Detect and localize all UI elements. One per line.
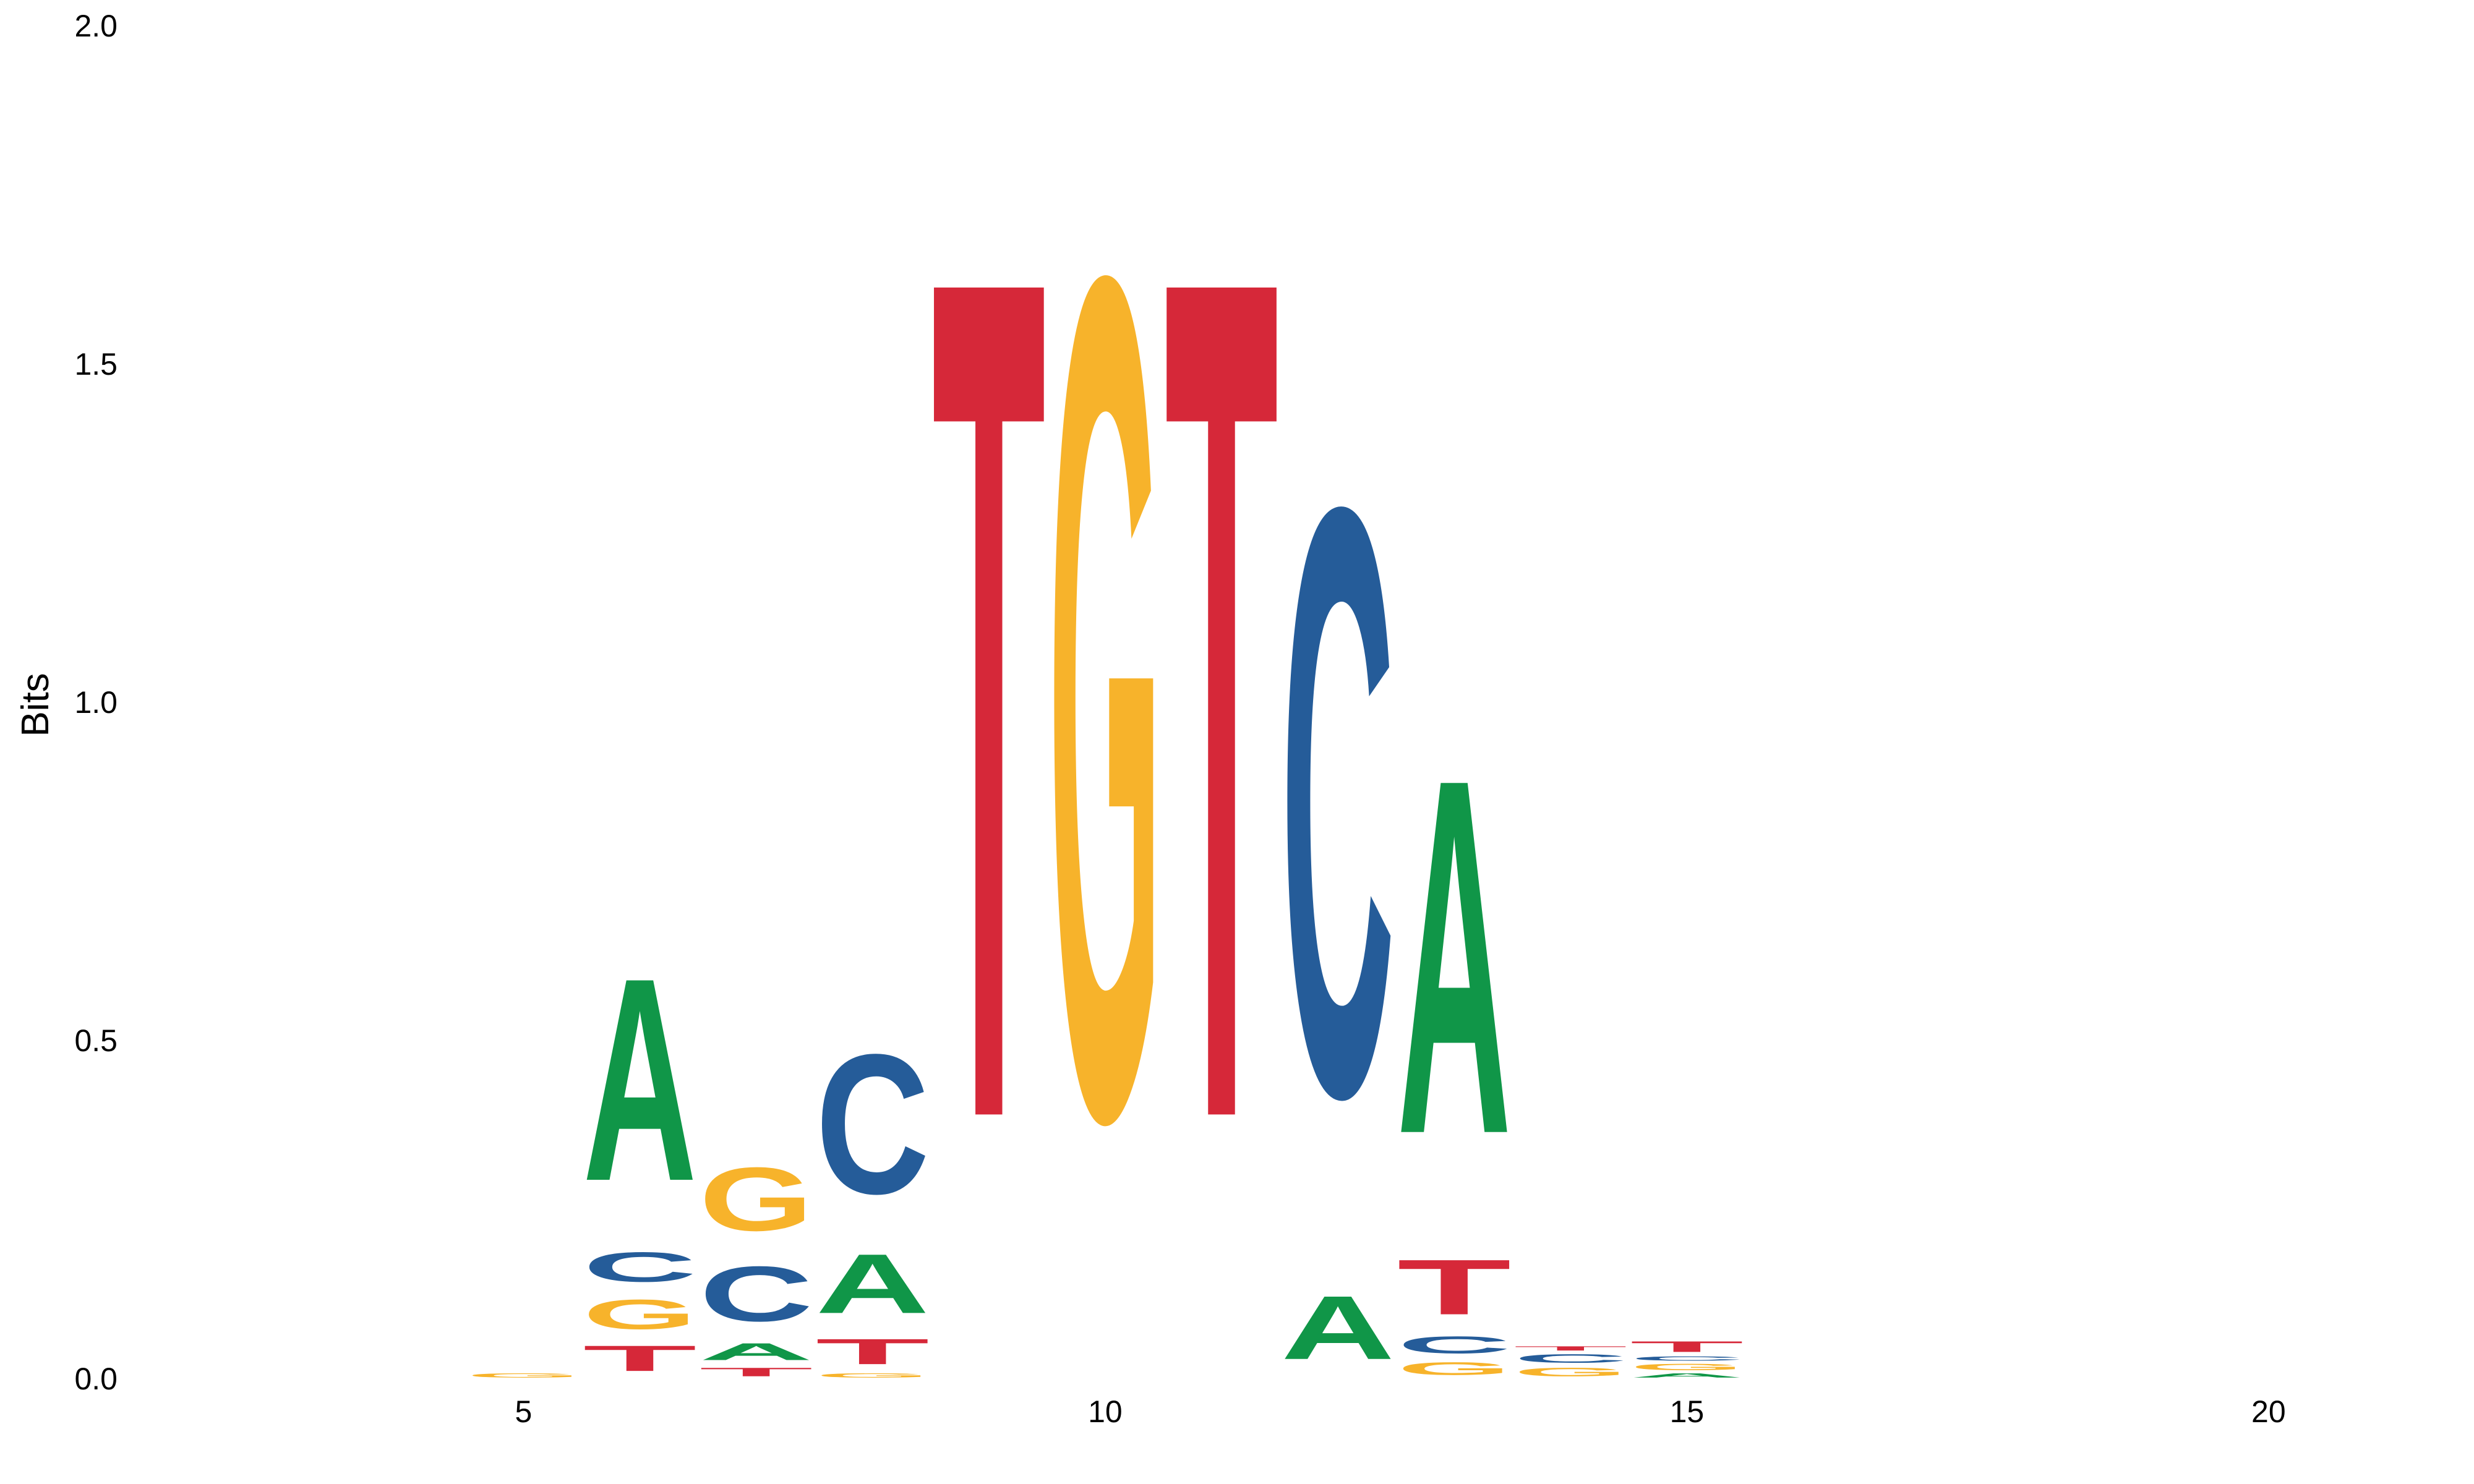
logo-letter: G [583, 1290, 696, 1337]
logo-letter: A [1281, 1277, 1395, 1378]
logo-letter: C [1281, 334, 1395, 1271]
y-tick-label: 2.0 [74, 9, 118, 43]
logo-letter: A [699, 1338, 813, 1365]
logo-letter: T [1630, 1338, 1744, 1355]
y-axis: 0.0 0.5 1.0 1.5 2.0 [74, 9, 118, 1396]
x-tick-label: 5 [515, 1394, 533, 1429]
y-tick-label: 1.0 [74, 685, 118, 720]
logo-column: G [1048, 28, 1162, 1370]
x-tick-label: 20 [2251, 1394, 2286, 1429]
logo-letter: C [583, 1243, 696, 1290]
logo-letter: C [1397, 1331, 1511, 1358]
logo-letter: G [1513, 1365, 1627, 1379]
logo-letter: C [699, 1250, 813, 1338]
logo-letter: T [932, 27, 1046, 1370]
logo-letter: T [1397, 1243, 1511, 1331]
x-axis: 5 10 15 20 [515, 1394, 2286, 1429]
x-tick-label: 10 [1088, 1394, 1123, 1429]
logo-letter: T [1513, 1345, 1627, 1352]
logo-letter: A [1397, 673, 1511, 1240]
logo-letter: T [1165, 27, 1278, 1370]
logo-letter: G [1397, 1358, 1511, 1379]
logo-column: AC [1281, 334, 1395, 1379]
y-tick-label: 0.0 [74, 1362, 118, 1396]
logo-letter: G [816, 1372, 930, 1379]
logo-letter: G [466, 1372, 580, 1379]
logo-column: T [1165, 27, 1278, 1370]
logo-letter: G [1630, 1362, 1744, 1372]
logo-letter: A [583, 917, 696, 1241]
logo-letter: C [816, 1013, 930, 1235]
logo-letter: T [816, 1331, 930, 1372]
y-tick-label: 1.5 [74, 347, 118, 382]
logo-letter: A [1630, 1372, 1744, 1379]
logo-column: G [466, 1372, 580, 1379]
logo-letter: A [816, 1237, 930, 1331]
logo-letter: C [1513, 1352, 1627, 1365]
x-tick-label: 15 [1670, 1394, 1705, 1429]
logo-column: GCT [1513, 1345, 1627, 1379]
y-axis-title: Bits [14, 673, 57, 736]
logo-letter: G [699, 1149, 813, 1250]
logo-letter: T [699, 1365, 813, 1379]
logo-letter: G [1048, 28, 1162, 1370]
logo-letter: C [1630, 1355, 1744, 1362]
logo-column: T [932, 27, 1046, 1370]
logo-letter: T [583, 1338, 696, 1379]
y-tick-label: 0.5 [74, 1023, 118, 1058]
